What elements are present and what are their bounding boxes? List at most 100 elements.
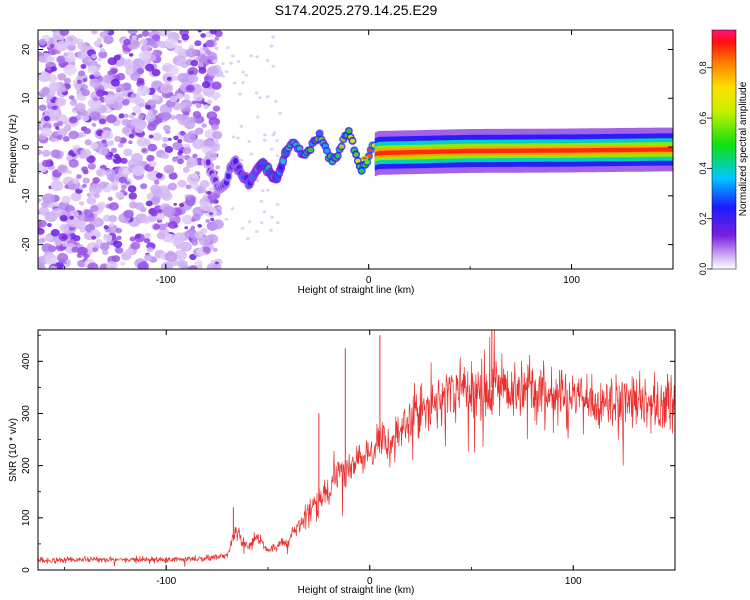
noise-blob <box>38 198 41 203</box>
noise-blob <box>258 96 262 100</box>
noise-blob <box>211 60 216 64</box>
noise-blob <box>241 70 245 74</box>
noise-blob <box>160 261 173 269</box>
noise-blob <box>155 172 163 179</box>
noise-blob <box>203 76 209 81</box>
noise-blob <box>145 63 155 72</box>
noise-blob <box>88 213 95 218</box>
noise-blob <box>40 127 53 137</box>
noise-blob <box>56 55 66 64</box>
noise-blob <box>205 139 216 148</box>
trace-blob <box>225 172 231 180</box>
noise-blob <box>254 91 259 95</box>
noise-blob <box>131 153 143 163</box>
noise-blob <box>66 169 73 175</box>
noise-blob <box>239 124 244 128</box>
noise-blob <box>241 81 245 85</box>
noise-blob <box>184 132 197 143</box>
noise-blob <box>160 111 172 121</box>
noise-blob <box>79 87 85 92</box>
noise-blob <box>192 111 202 118</box>
noise-blob <box>255 179 260 183</box>
noise-blob <box>202 46 209 51</box>
noise-blob <box>38 104 47 111</box>
noise-blob <box>144 232 152 239</box>
x-tick-label: 0 <box>367 576 373 587</box>
noise-blob <box>148 134 154 139</box>
heatmap-y-label: Frequency (Hz) <box>8 115 19 184</box>
noise-blob <box>177 138 183 144</box>
noise-blob <box>123 38 131 46</box>
noise-blob <box>192 153 198 159</box>
noise-blob <box>90 99 102 109</box>
noise-blob <box>148 38 157 46</box>
noise-blob <box>265 59 270 62</box>
x-tick-label: 0 <box>366 275 372 286</box>
noise-blob <box>203 104 209 109</box>
noise-blob <box>215 73 219 77</box>
noise-blob <box>87 162 96 170</box>
noise-blob <box>70 192 82 202</box>
noise-blob <box>43 115 50 122</box>
noise-blob <box>194 127 204 135</box>
y-tick-label: 200 <box>21 457 32 474</box>
noise-blob <box>217 206 222 210</box>
noise-blob <box>265 95 270 99</box>
noise-blob <box>181 214 194 225</box>
noise-blob <box>81 166 88 172</box>
noise-blob <box>127 185 137 193</box>
noise-blob <box>198 62 204 68</box>
noise-blob <box>207 52 218 61</box>
noise-blob <box>61 195 71 204</box>
noise-blob <box>129 236 136 242</box>
y-tick-label: -10 <box>21 188 32 203</box>
noise-blob <box>112 181 118 186</box>
noise-blob <box>272 131 277 135</box>
noise-blob <box>69 99 78 107</box>
noise-blob <box>247 140 251 143</box>
noise-blob <box>211 123 219 131</box>
noise-blob <box>57 73 67 81</box>
noise-blob <box>238 92 242 96</box>
noise-blob <box>177 39 182 44</box>
noise-blob <box>261 189 265 193</box>
noise-blob <box>202 246 211 253</box>
noise-blob <box>179 202 185 208</box>
noise-blob <box>44 235 52 242</box>
noise-blob <box>198 67 207 74</box>
noise-blob <box>106 114 117 124</box>
noise-blob <box>191 240 199 246</box>
noise-blob <box>72 178 80 184</box>
noise-blob <box>114 136 122 142</box>
noise-blob <box>77 246 88 256</box>
noise-blob <box>240 226 245 230</box>
noise-blob <box>153 223 161 230</box>
noise-blob <box>84 139 93 146</box>
noise-blob <box>81 89 90 97</box>
noise-blob <box>259 199 264 203</box>
y-tick-label: 400 <box>21 353 32 370</box>
noise-blob <box>150 210 158 217</box>
noise-blob <box>161 191 173 201</box>
noise-blob <box>201 81 211 89</box>
noise-blob <box>197 224 202 228</box>
noise-blob <box>136 67 145 75</box>
noise-blob <box>232 81 237 85</box>
noise-blob <box>169 114 176 120</box>
noise-blob <box>110 147 117 153</box>
noise-blob <box>213 263 222 269</box>
noise-blob <box>137 261 149 269</box>
trace-blob <box>346 128 352 134</box>
noise-blob <box>184 226 188 230</box>
noise-blob <box>153 179 160 185</box>
noise-blob <box>275 203 280 206</box>
noise-blob <box>111 184 119 191</box>
noise-blob <box>188 44 194 50</box>
noise-blob <box>41 243 53 253</box>
noise-blob <box>38 38 47 46</box>
noise-blob <box>123 148 133 157</box>
y-tick-label: 20 <box>21 44 32 56</box>
noise-blob <box>67 43 76 52</box>
noise-blob <box>140 44 151 53</box>
snr-panel: -100 0 100 0 100 200 300 400 Height of straigh… <box>8 329 676 596</box>
